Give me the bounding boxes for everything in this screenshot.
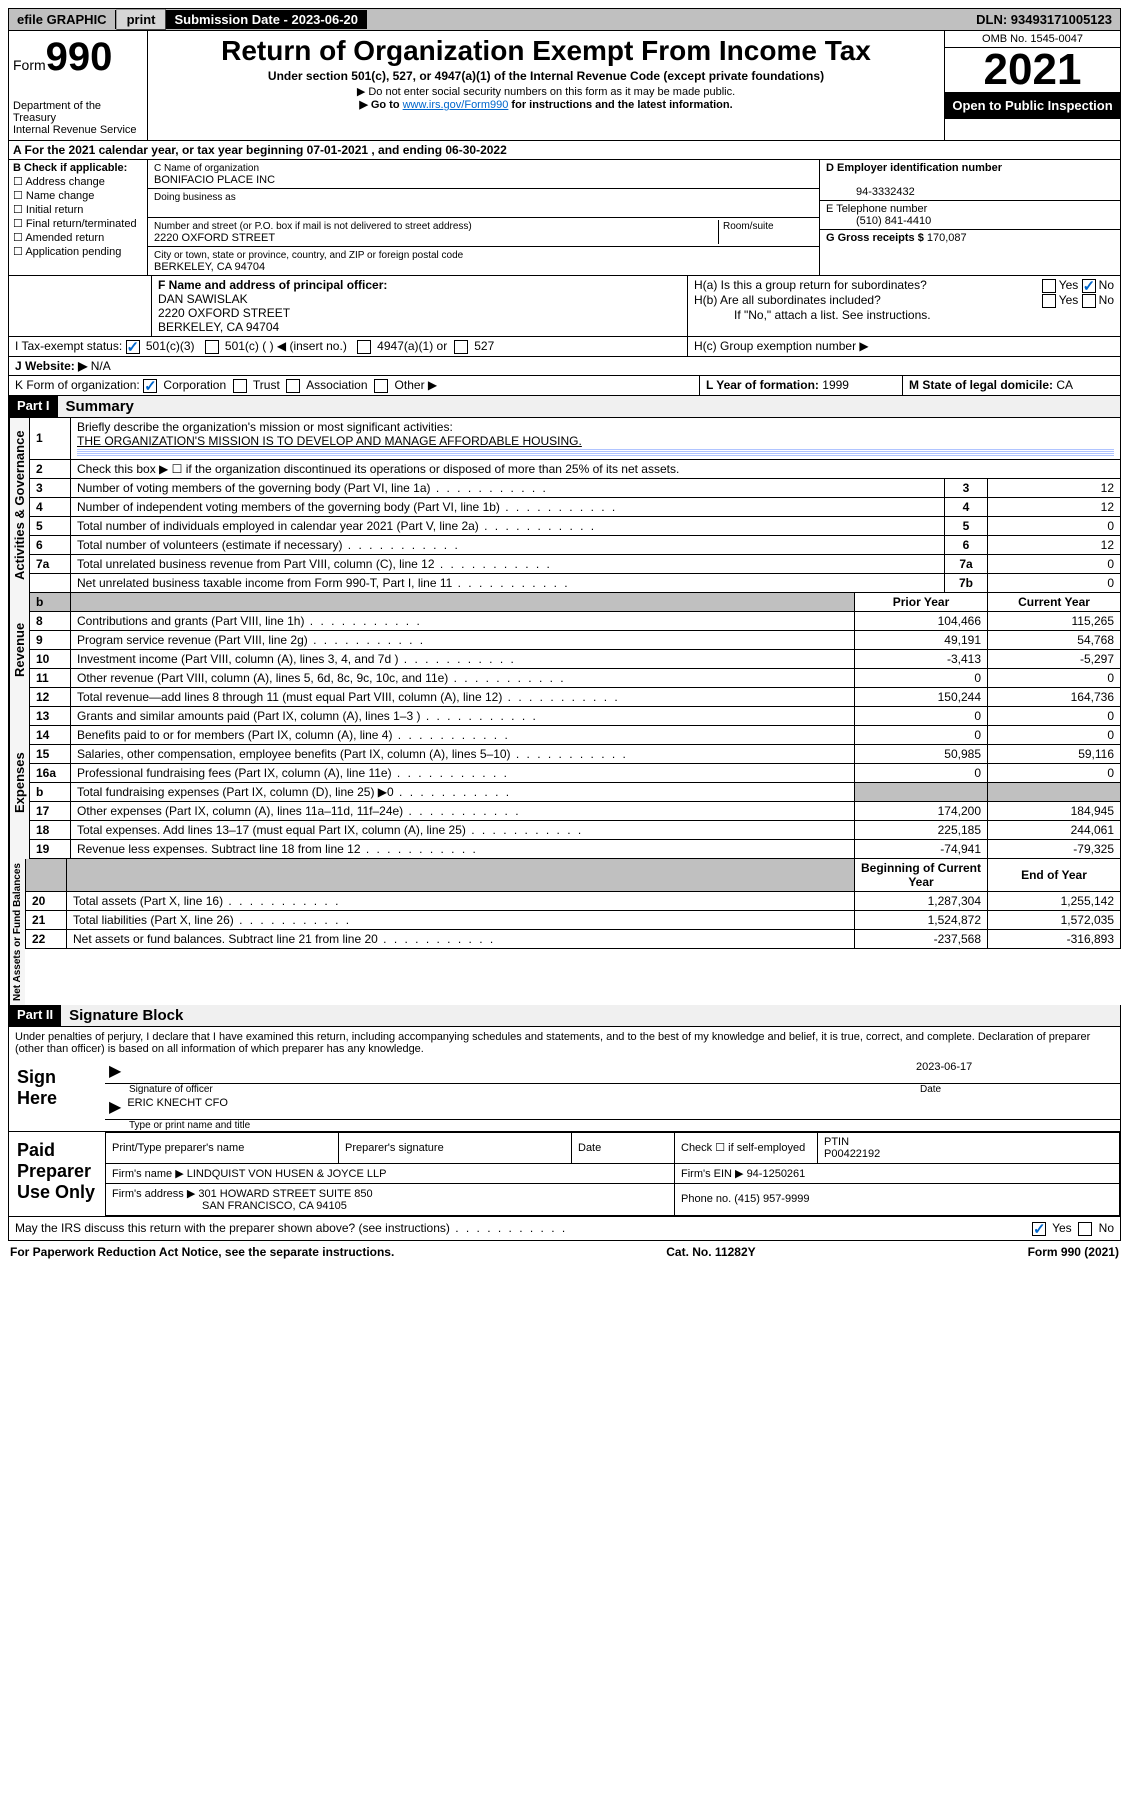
blank-spacer: [367, 18, 968, 22]
chk-final-return[interactable]: ☐ Final return/terminated: [13, 217, 143, 230]
ein-label: D Employer identification number: [826, 162, 1002, 174]
side-revenue: Revenue: [9, 593, 29, 707]
subtitle-3: ▶ Go to www.irs.gov/Form990 for instruct…: [156, 98, 936, 111]
city: BERKELEY, CA 94704: [154, 261, 265, 273]
discuss-yes[interactable]: [1032, 1222, 1046, 1236]
form-number: Form990: [13, 35, 143, 80]
dept-treasury: Department of the Treasury: [13, 100, 143, 124]
gross-receipts-label: G Gross receipts $: [826, 232, 924, 244]
org-name: BONIFACIO PLACE INC: [154, 174, 275, 186]
paid-preparer-label: Paid Preparer Use Only: [9, 1132, 105, 1216]
preparer-table: Print/Type preparer's name Preparer's si…: [105, 1132, 1120, 1216]
officer-sig-line: [127, 1061, 916, 1081]
box-h-c: H(c) Group exemption number ▶: [688, 337, 1120, 356]
street: 2220 OXFORD STREET: [154, 232, 275, 244]
chk-501c3[interactable]: [126, 340, 140, 354]
subtitle-1: Under section 501(c), 527, or 4947(a)(1)…: [156, 69, 936, 83]
form-title: Return of Organization Exempt From Incom…: [156, 35, 936, 67]
side-expenses: Expenses: [9, 707, 29, 859]
chk-assoc[interactable]: [286, 379, 300, 393]
section-expenses: Expenses 13Grants and similar amounts pa…: [8, 707, 1121, 859]
form-header: Form990 Department of the Treasury Inter…: [8, 31, 1121, 141]
h-a-yes[interactable]: [1042, 279, 1056, 293]
print-button[interactable]: print: [116, 9, 167, 30]
part2-header: Part II Signature Block: [8, 1005, 1121, 1027]
h-b-yes[interactable]: [1042, 294, 1056, 308]
h-a-no[interactable]: [1082, 279, 1096, 293]
side-net-assets: Net Assets or Fund Balances: [9, 859, 25, 1005]
arrow-icon: ▶: [109, 1097, 121, 1117]
efile-label: efile GRAPHIC: [9, 10, 116, 29]
discuss-row: May the IRS discuss this return with the…: [9, 1216, 1120, 1240]
sig-date: 2023-06-17: [916, 1061, 1116, 1081]
org-name-label: C Name of organization: [154, 163, 259, 174]
dba-label: Doing business as: [154, 192, 236, 203]
box-c: C Name of organization BONIFACIO PLACE I…: [148, 160, 819, 275]
row-i: I Tax-exempt status: 501(c)(3) 501(c) ( …: [8, 337, 1121, 357]
submission-date: Submission Date - 2023-06-20: [166, 10, 367, 29]
ein-value: 94-3332432: [826, 186, 915, 198]
section-revenue: Revenue b Prior Year Current Year 8Contr…: [8, 593, 1121, 707]
chk-initial-return[interactable]: ☐ Initial return: [13, 203, 143, 216]
room-label: Room/suite: [723, 221, 774, 232]
page-footer: For Paperwork Reduction Act Notice, see …: [8, 1241, 1121, 1263]
chk-amended[interactable]: ☐ Amended return: [13, 231, 143, 244]
officer-name: ERIC KNECHT CFO: [127, 1097, 228, 1117]
chk-app-pending[interactable]: ☐ Application pending: [13, 245, 143, 258]
perjury-declaration: Under penalties of perjury, I declare th…: [9, 1027, 1120, 1059]
chk-name-change[interactable]: ☐ Name change: [13, 189, 143, 202]
box-d-e-g: D Employer identification number 94-3332…: [819, 160, 1120, 275]
public-inspection: Open to Public Inspection: [945, 92, 1120, 119]
street-label: Number and street (or P.O. box if mail i…: [154, 221, 472, 232]
phone-value: (510) 841-4410: [826, 215, 931, 227]
chk-501c[interactable]: [205, 340, 219, 354]
part1-header: Part I Summary: [8, 396, 1121, 418]
chk-4947[interactable]: [357, 340, 371, 354]
chk-other[interactable]: [374, 379, 388, 393]
dln: DLN: 93493171005123: [968, 10, 1120, 29]
row-a-period: A For the 2021 calendar year, or tax yea…: [8, 141, 1121, 160]
box-f: F Name and address of principal officer:…: [152, 276, 688, 336]
irs-label: Internal Revenue Service: [13, 124, 143, 136]
subtitle-2: ▶ Do not enter social security numbers o…: [156, 85, 936, 98]
arrow-icon: ▶: [109, 1061, 121, 1081]
signature-block: Under penalties of perjury, I declare th…: [8, 1027, 1121, 1241]
h-b-no[interactable]: [1082, 294, 1096, 308]
box-b: B Check if applicable: ☐ Address change …: [9, 160, 148, 275]
discuss-no[interactable]: [1078, 1222, 1092, 1236]
tax-year: 2021: [945, 48, 1120, 92]
chk-527[interactable]: [454, 340, 468, 354]
entity-info-grid: B Check if applicable: ☐ Address change …: [8, 160, 1121, 276]
row-f-h: F Name and address of principal officer:…: [8, 276, 1121, 337]
chk-corp[interactable]: [143, 379, 157, 393]
row-j: J Website: ▶ N/A: [8, 357, 1121, 376]
irs-link[interactable]: www.irs.gov/Form990: [403, 99, 509, 111]
phone-label: E Telephone number: [826, 203, 927, 215]
chk-address-change[interactable]: ☐ Address change: [13, 175, 143, 188]
city-label: City or town, state or province, country…: [154, 250, 463, 261]
section-governance: Activities & Governance 1 Briefly descri…: [8, 418, 1121, 593]
sign-here-label: Sign Here: [9, 1059, 105, 1131]
side-governance: Activities & Governance: [9, 418, 29, 593]
gross-receipts-value: 170,087: [927, 232, 967, 244]
row-k-l-m: K Form of organization: Corporation Trus…: [8, 376, 1121, 396]
chk-trust[interactable]: [233, 379, 247, 393]
topbar: efile GRAPHIC print Submission Date - 20…: [8, 8, 1121, 31]
box-h: H(a) Is this a group return for subordin…: [688, 276, 1120, 336]
section-net-assets: Net Assets or Fund Balances Beginning of…: [8, 859, 1121, 1005]
